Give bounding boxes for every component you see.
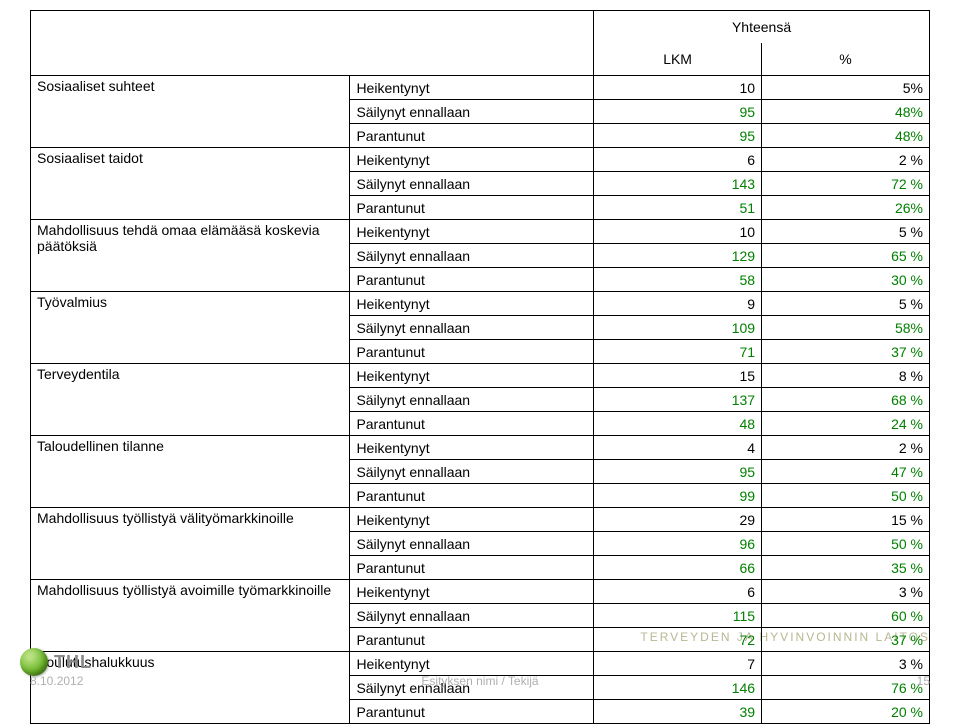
lkm-cell: 99 — [594, 484, 762, 508]
lkm-cell: 48 — [594, 412, 762, 436]
status-cell: Heikentynyt — [350, 292, 594, 316]
pct-cell: 50 % — [762, 484, 930, 508]
pct-cell: 47 % — [762, 460, 930, 484]
page-number: 15 — [917, 674, 930, 688]
lkm-cell: 95 — [594, 100, 762, 124]
pct-cell: 65 % — [762, 244, 930, 268]
pct-cell: 15 % — [762, 508, 930, 532]
pct-cell: 20 % — [762, 700, 930, 724]
status-cell: Heikentynyt — [350, 580, 594, 604]
lkm-cell: 72 — [594, 628, 762, 652]
lkm-cell: 10 — [594, 220, 762, 244]
pct-cell: 2 % — [762, 148, 930, 172]
logo-globe-icon — [20, 648, 48, 676]
status-cell: Parantunut — [350, 124, 594, 148]
category-cell: Sosiaaliset suhteet — [31, 76, 350, 148]
lkm-cell: 58 — [594, 268, 762, 292]
pct-cell: 58% — [762, 316, 930, 340]
pct-cell: 26% — [762, 196, 930, 220]
pct-cell: 35 % — [762, 556, 930, 580]
status-cell: Säilynyt ennallaan — [350, 316, 594, 340]
lkm-cell: 39 — [594, 700, 762, 724]
header-pct: % — [762, 43, 930, 76]
lkm-cell: 7 — [594, 652, 762, 676]
footer-date: 8.10.2012 — [30, 674, 83, 688]
lkm-cell: 137 — [594, 388, 762, 412]
category-cell: Mahdollisuus työllistyä avoimille työmar… — [31, 580, 350, 652]
pct-cell: 24 % — [762, 412, 930, 436]
pct-cell: 50 % — [762, 532, 930, 556]
status-cell: Parantunut — [350, 628, 594, 652]
pct-cell: 37 % — [762, 628, 930, 652]
status-cell: Heikentynyt — [350, 220, 594, 244]
header-yhteensa: Yhteensä — [594, 11, 930, 44]
lkm-cell: 95 — [594, 124, 762, 148]
category-cell: Taloudellinen tilanne — [31, 436, 350, 508]
lkm-cell: 129 — [594, 244, 762, 268]
category-cell: Mahdollisuus työllistyä välityömarkkinoi… — [31, 508, 350, 580]
pct-cell: 48% — [762, 124, 930, 148]
status-cell: Säilynyt ennallaan — [350, 100, 594, 124]
lkm-cell: 71 — [594, 340, 762, 364]
logo-text: THL — [54, 652, 92, 673]
lkm-cell: 66 — [594, 556, 762, 580]
status-cell: Heikentynyt — [350, 508, 594, 532]
header-blank-cell-2 — [350, 11, 594, 76]
status-cell: Säilynyt ennallaan — [350, 388, 594, 412]
pct-cell: 3 % — [762, 580, 930, 604]
status-cell: Säilynyt ennallaan — [350, 460, 594, 484]
pct-cell: 72 % — [762, 172, 930, 196]
status-cell: Heikentynyt — [350, 76, 594, 100]
lkm-cell: 109 — [594, 316, 762, 340]
logo: THL — [20, 648, 92, 676]
pct-cell: 37 % — [762, 340, 930, 364]
data-table: Yhteensä LKM % Sosiaaliset suhteetHeiken… — [30, 10, 930, 724]
header-lkm: LKM — [594, 43, 762, 76]
status-cell: Heikentynyt — [350, 148, 594, 172]
lkm-cell: 6 — [594, 148, 762, 172]
lkm-cell: 95 — [594, 460, 762, 484]
pct-cell: 60 % — [762, 604, 930, 628]
status-cell: Säilynyt ennallaan — [350, 532, 594, 556]
category-cell: Sosiaaliset taidot — [31, 148, 350, 220]
lkm-cell: 96 — [594, 532, 762, 556]
status-cell: Säilynyt ennallaan — [350, 172, 594, 196]
pct-cell: 2 % — [762, 436, 930, 460]
status-cell: Parantunut — [350, 700, 594, 724]
pct-cell: 8 % — [762, 364, 930, 388]
pct-cell: 68 % — [762, 388, 930, 412]
category-cell: Terveydentila — [31, 364, 350, 436]
lkm-cell: 4 — [594, 436, 762, 460]
pct-cell: 5 % — [762, 220, 930, 244]
status-cell: Parantunut — [350, 556, 594, 580]
lkm-cell: 29 — [594, 508, 762, 532]
lkm-cell: 9 — [594, 292, 762, 316]
pct-cell: 30 % — [762, 268, 930, 292]
category-cell: Mahdollisuus tehdä omaa elämääsä koskevi… — [31, 220, 350, 292]
pct-cell: 3 % — [762, 652, 930, 676]
header-blank-cell — [31, 11, 350, 76]
lkm-cell: 15 — [594, 364, 762, 388]
lkm-cell: 143 — [594, 172, 762, 196]
status-cell: Parantunut — [350, 268, 594, 292]
lkm-cell: 6 — [594, 580, 762, 604]
footer-center: Esityksen nimi / Tekijä — [421, 674, 538, 688]
pct-cell: 5 % — [762, 292, 930, 316]
lkm-cell: 115 — [594, 604, 762, 628]
status-cell: Parantunut — [350, 484, 594, 508]
status-cell: Heikentynyt — [350, 436, 594, 460]
status-cell: Säilynyt ennallaan — [350, 604, 594, 628]
status-cell: Parantunut — [350, 196, 594, 220]
status-cell: Säilynyt ennallaan — [350, 244, 594, 268]
lkm-cell: 51 — [594, 196, 762, 220]
status-cell: Parantunut — [350, 412, 594, 436]
status-cell: Parantunut — [350, 340, 594, 364]
category-cell: Työvalmius — [31, 292, 350, 364]
pct-cell: 48% — [762, 100, 930, 124]
lkm-cell: 10 — [594, 76, 762, 100]
status-cell: Heikentynyt — [350, 652, 594, 676]
status-cell: Heikentynyt — [350, 364, 594, 388]
pct-cell: 5% — [762, 76, 930, 100]
